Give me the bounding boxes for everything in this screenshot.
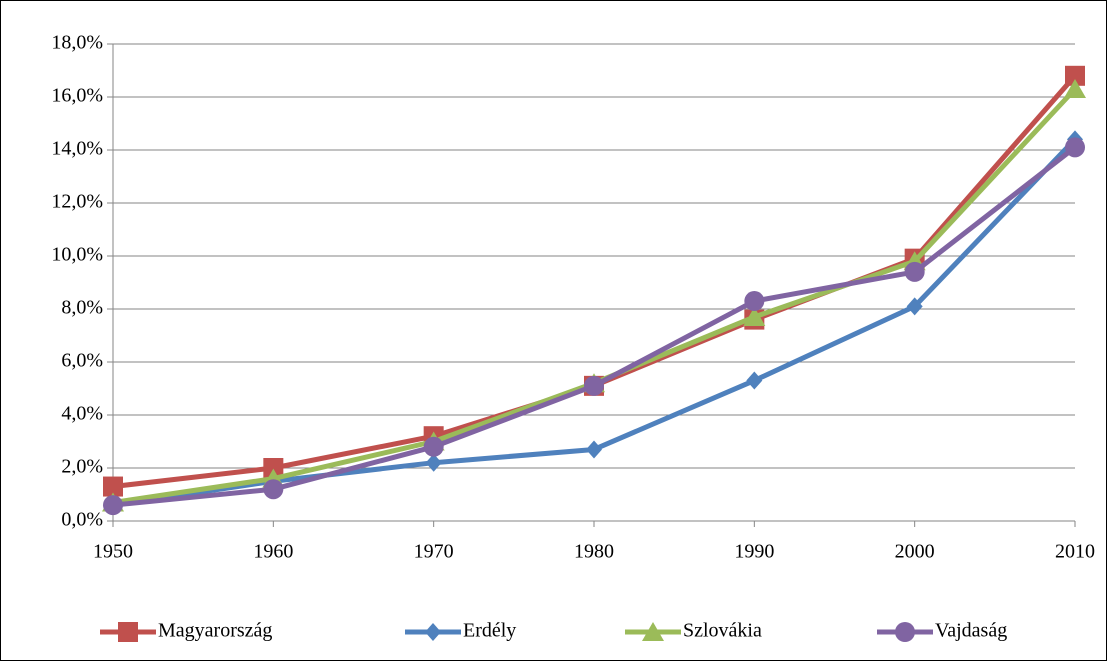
y-tick-label: 6,0% [61,350,103,372]
x-tick-label: 1990 [734,541,774,563]
marker [103,476,123,497]
marker [743,306,766,326]
marker [1064,79,1086,99]
x-tick-label: 1980 [574,541,614,563]
legend-label: Szlovákia [683,620,762,642]
marker [904,261,925,282]
marker [746,371,763,390]
legend-label: Vajdaság [935,620,1007,642]
y-tick-label: 10,0% [51,244,103,266]
marker [423,436,444,457]
marker [263,479,284,500]
y-tick-label: 14,0% [51,138,103,160]
marker [1065,65,1085,86]
marker [425,453,442,472]
x-tick-label: 1960 [253,541,293,563]
x-tick-label: 2010 [1055,541,1095,563]
marker [642,622,664,641]
x-tick-label: 2000 [895,541,935,563]
marker [1065,137,1085,158]
x-tick-label: 1950 [93,541,133,563]
y-tick-label: 0,0% [61,509,103,531]
x-tick-label: 1970 [414,541,454,563]
marker [586,440,602,459]
marker [906,297,923,316]
legend-label: Magyarország [158,620,272,642]
marker [744,291,765,312]
marker [118,622,138,642]
y-tick-label: 12,0% [51,191,103,213]
legend-label: Erdély [463,620,516,642]
y-tick-label: 8,0% [61,297,103,319]
y-tick-label: 4,0% [61,403,103,425]
y-tick-label: 2,0% [61,456,103,478]
marker [263,458,284,478]
y-tick-label: 16,0% [51,85,103,107]
y-tick-label: 18,0% [51,32,103,54]
marker [584,375,604,396]
marker [425,623,441,641]
marker [895,622,915,642]
marker [103,495,123,516]
